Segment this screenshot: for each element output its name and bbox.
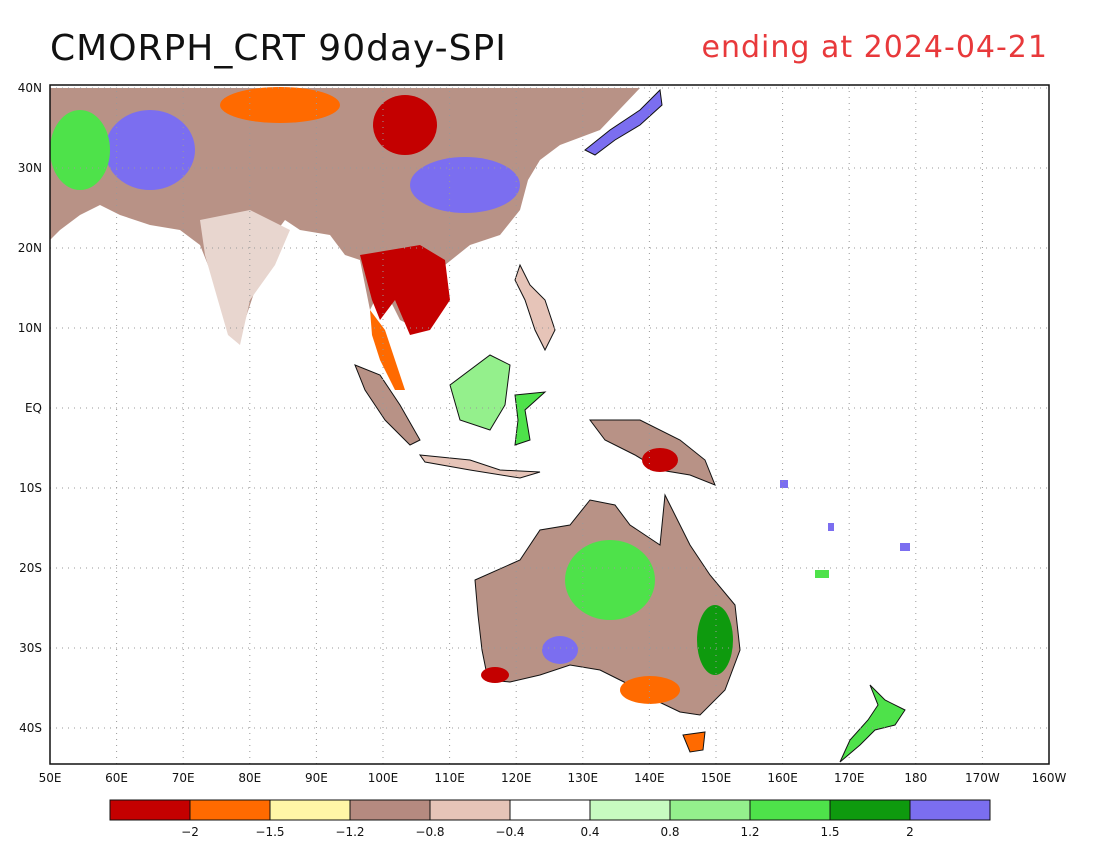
- legend-swatch: [349, 799, 431, 821]
- legend-swatch: [269, 799, 351, 821]
- longitude-label: 110E: [434, 771, 465, 785]
- longitude-label: 180: [904, 771, 927, 785]
- longitude-label: 120E: [501, 771, 532, 785]
- latitude-label: 10N: [18, 321, 42, 335]
- longitude-label: 80E: [238, 771, 261, 785]
- legend-label: −0.4: [495, 825, 524, 839]
- longitude-label: 90E: [305, 771, 328, 785]
- legend-swatch: [829, 799, 911, 821]
- latitude-label: 20S: [19, 561, 42, 575]
- tasmania: [682, 731, 706, 753]
- longitude-label: 130E: [568, 771, 599, 785]
- pacific-island: [900, 543, 910, 551]
- latitude-label: 40S: [19, 721, 42, 735]
- latitude-label: 30S: [19, 641, 42, 655]
- legend-swatch: [509, 799, 591, 821]
- legend-label: 1.5: [820, 825, 839, 839]
- asia-landmass: [50, 88, 640, 340]
- tibet-wet-area: [105, 110, 195, 190]
- sumatra: [354, 364, 421, 446]
- legend-label: −2: [181, 825, 199, 839]
- longitude-label: 70E: [172, 771, 195, 785]
- legend-swatch: [589, 799, 671, 821]
- longitude-label: 140E: [634, 771, 665, 785]
- map-frame: [49, 84, 1050, 765]
- legend-label: −1.2: [335, 825, 364, 839]
- asia-green-area: [50, 110, 110, 190]
- sulawesi: [514, 391, 547, 446]
- latitude-label: 30N: [18, 161, 42, 175]
- legend-label: 2: [906, 825, 914, 839]
- legend-swatch: [429, 799, 511, 821]
- legend-label: 0.8: [660, 825, 679, 839]
- australia-east-wet: [697, 605, 733, 675]
- latitude-labels: 40N 30N 20N 10N EQ 10S 20S 30S 40S: [18, 81, 42, 735]
- legend: −2 −1.5 −1.2 −0.8 −0.4 0.4 0.8 1.2 1.5 2: [109, 799, 991, 839]
- latitude-label: 10S: [19, 481, 42, 495]
- legend-label: −0.8: [415, 825, 444, 839]
- map-date-label: ending at 2024-04-21: [701, 30, 1048, 65]
- australia-wet-area: [565, 540, 655, 620]
- philippines: [514, 263, 556, 352]
- legend-swatch: [189, 799, 271, 821]
- longitude-label: 160W: [1032, 771, 1067, 785]
- latitude-label: 40N: [18, 81, 42, 95]
- new-zealand: [839, 684, 906, 763]
- longitude-label: 150E: [701, 771, 732, 785]
- longitude-label: 170W: [965, 771, 1000, 785]
- new-guinea-dry-area: [642, 448, 678, 472]
- china-dry-area: [373, 95, 437, 155]
- legend-swatch: [669, 799, 751, 821]
- longitude-labels: 50E 60E 70E 80E 90E 100E 110E 120E 130E 140E 150E 1…: [39, 771, 1067, 785]
- map-title: CMORPH_CRT 90day-SPI: [50, 28, 507, 69]
- india-peninsula: [200, 210, 290, 345]
- china-wet-area: [410, 157, 520, 213]
- longitude-label: 170E: [834, 771, 865, 785]
- borneo: [449, 354, 511, 431]
- legend-swatch: [109, 799, 191, 821]
- java: [418, 454, 541, 479]
- australia-dry-west: [481, 667, 509, 683]
- pacific-island: [828, 523, 834, 531]
- pacific-island: [780, 480, 788, 488]
- australia-wet-patch: [542, 636, 578, 664]
- indochina: [360, 245, 450, 335]
- legend-label: 1.2: [740, 825, 759, 839]
- pacific-island: [815, 570, 829, 578]
- tibet-dry-area: [220, 87, 340, 123]
- malay-peninsula: [370, 310, 405, 390]
- australia-dry-patch: [620, 676, 680, 704]
- legend-label: 0.4: [580, 825, 599, 839]
- legend-label: −1.5: [255, 825, 284, 839]
- longitude-label: 100E: [368, 771, 399, 785]
- map-body: [50, 87, 910, 763]
- japan: [584, 88, 663, 156]
- latitude-label: EQ: [25, 401, 42, 415]
- longitude-label: 160E: [767, 771, 798, 785]
- longitude-label: 50E: [39, 771, 62, 785]
- longitude-label: 60E: [105, 771, 128, 785]
- latitude-label: 20N: [18, 241, 42, 255]
- legend-swatch: [749, 799, 831, 821]
- legend-swatch: [909, 799, 991, 821]
